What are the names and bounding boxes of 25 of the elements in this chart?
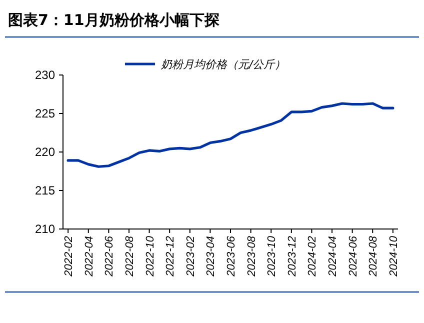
x-tick-label: 2022-12 bbox=[164, 236, 177, 278]
x-tick-label: 2022-04 bbox=[83, 236, 96, 278]
x-tick-label: 2024-10 bbox=[388, 235, 400, 278]
chart-title: 图表7：11月奶粉价格小幅下探 bbox=[8, 11, 220, 29]
x-tick-label: 2023-06 bbox=[226, 235, 238, 278]
x-tick-label: 2023-04 bbox=[205, 236, 218, 278]
y-tick-label: 230 bbox=[34, 68, 56, 82]
x-tick-label: 2024-06 bbox=[347, 235, 360, 278]
y-tick-label: 215 bbox=[34, 184, 56, 198]
x-tick-label: 2022-06 bbox=[104, 235, 116, 278]
x-tick-label: 2023-10 bbox=[266, 235, 278, 278]
x-tick-label: 2023-02 bbox=[184, 236, 197, 278]
y-tick-label: 225 bbox=[34, 106, 56, 120]
y-tick-label: 210 bbox=[34, 222, 56, 236]
x-tick-label: 2024-08 bbox=[368, 235, 380, 278]
x-tick-label: 2023-12 bbox=[286, 236, 298, 278]
y-tick-label: 220 bbox=[34, 145, 56, 159]
x-tick-label: 2024-02 bbox=[306, 236, 319, 278]
legend-label: 奶粉月均价格（元/公斤） bbox=[160, 58, 286, 71]
x-tick-label: 2022-10 bbox=[144, 235, 156, 278]
x-tick-label: 2023-08 bbox=[246, 235, 258, 278]
x-tick-label: 2022-08 bbox=[124, 235, 136, 278]
x-tick-label: 2022-02 bbox=[63, 236, 76, 278]
x-tick-label: 2024-04 bbox=[327, 236, 340, 278]
line-series bbox=[66, 102, 394, 168]
